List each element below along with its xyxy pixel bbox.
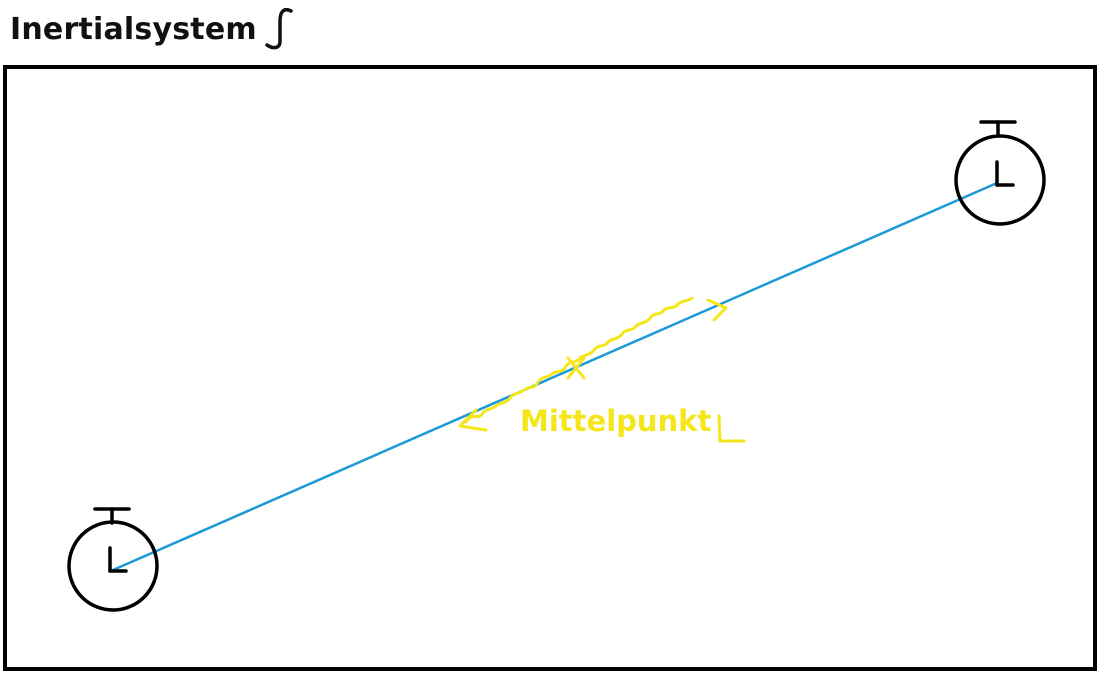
light-signal-arrow-right — [706, 298, 728, 322]
light-signal — [458, 296, 728, 432]
script-s-icon — [265, 8, 293, 50]
inertial-system-frame — [3, 65, 1097, 671]
midpoint-label: Mittelpunkt — [520, 404, 712, 438]
title-row: Inertialsystem — [10, 4, 295, 54]
script-l-icon — [717, 414, 746, 443]
diagram-title: Inertialsystem — [10, 11, 257, 47]
light-signal-wave — [464, 296, 694, 424]
midpoint-cross — [566, 356, 586, 380]
stopwatch-icon-left — [67, 507, 159, 612]
connecting-line — [112, 181, 998, 572]
light-signal-arrow-left — [458, 408, 488, 432]
stopwatch-icon-right — [954, 120, 1046, 226]
